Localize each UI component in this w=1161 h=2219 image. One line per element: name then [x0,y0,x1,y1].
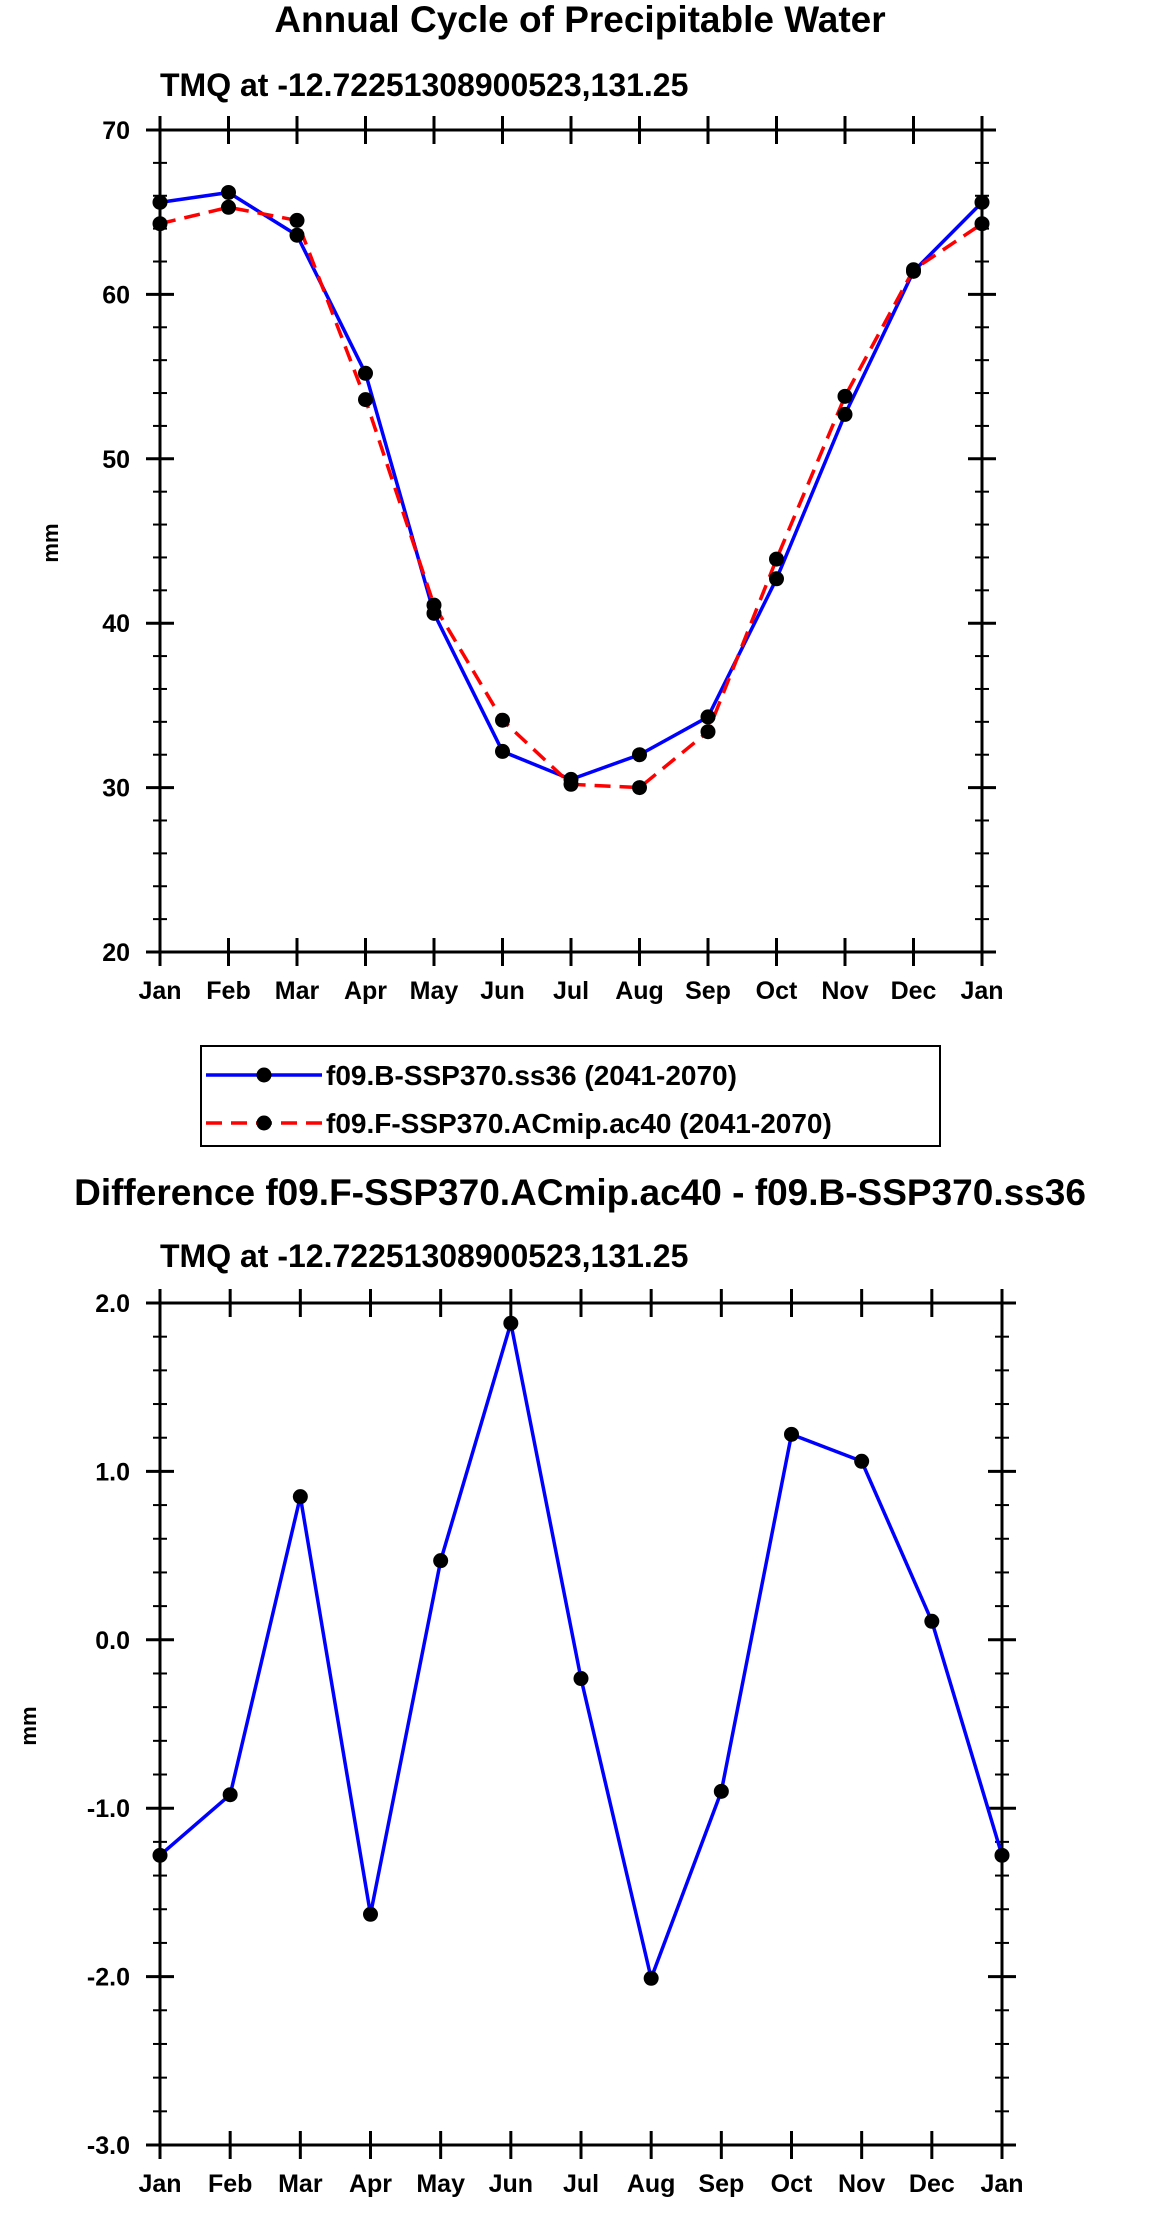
data-point-series-1 [495,743,510,759]
x-tick-label: Feb [208,2170,252,2198]
x-tick-label: Oct [771,2170,813,2198]
plot-frame [158,128,984,954]
chart-title: Annual Cycle of Precipitable Water [274,0,885,40]
y-axis-label: mm [38,523,63,562]
x-tick-label: Jun [489,2170,533,2198]
x-tick-label: Oct [756,977,798,1005]
data-point-series-1 [643,1970,659,1986]
y-tick-label: 30 [102,775,130,803]
y-tick-label: 0.0 [95,1627,130,1655]
x-tick-label: Jan [138,2170,181,2198]
chart-subtitle: TMQ at -12.72251308900523,131.25 [160,67,688,103]
x-tick-label: Aug [627,2170,676,2198]
x-tick-label: Feb [206,977,250,1005]
y-tick-label: 1.0 [95,1458,130,1486]
x-tick-label: Jan [960,977,1003,1005]
data-point-series-2 [769,551,784,567]
data-point-series-2 [221,199,236,215]
data-point-series-2 [289,212,305,228]
data-point-series-1 [713,1783,729,1799]
annual-cycle-chart: Annual Cycle of Precipitable Water TMQ a… [38,0,1004,1147]
x-tick-label: Jan [138,977,181,1005]
data-point-series-1 [292,1489,308,1505]
x-tick-label: Mar [275,977,320,1005]
difference-chart: Difference f09.F-SSP370.ACmip.ac40 - f09… [16,1172,1086,2198]
y-tick-label: 40 [102,610,130,638]
x-tick-label: Sep [698,2170,744,2198]
x-tick-label: Mar [278,2170,323,2198]
y-tick-label: 60 [102,281,130,309]
chart-title: Difference f09.F-SSP370.ACmip.ac40 - f09… [74,1172,1086,1213]
data-point-series-2 [974,216,990,232]
y-tick-label: -2.0 [87,1964,130,1992]
x-tick-label: Apr [344,977,387,1005]
legend-label-series-2: f09.F-SSP370.ACmip.ac40 (2041-2070) [326,1108,832,1139]
data-point-series-1 [503,1315,519,1331]
legend: f09.B-SSP370.ss36 (2041-2070) f09.F-SSP3… [200,1045,941,1147]
x-tick-label: Aug [615,977,664,1005]
data-point-series-2 [906,262,921,278]
y-tick-label: -3.0 [87,2132,130,2160]
data-point-series-1 [222,1787,238,1803]
data-point-series-2 [152,216,168,232]
data-point-series-1 [363,1906,378,1922]
legend-label-series-1: f09.B-SSP370.ss36 (2041-2070) [326,1060,737,1091]
data-point-series-1 [769,571,784,587]
data-point-series-2 [358,392,373,408]
x-tick-label: Jun [480,977,524,1005]
y-axis-label: mm [16,1706,41,1745]
data-point-series-1 [632,747,647,763]
data-point-series-1 [289,227,305,243]
x-tick-label: Dec [891,977,937,1005]
x-tick-label: Nov [838,2170,885,2198]
plot-frame [158,1301,1004,2147]
data-point-series-2 [700,724,716,740]
data-point-series-2 [632,780,647,796]
y-tick-label: -1.0 [87,1795,130,1823]
data-point-series-1 [837,406,853,422]
data-point-series-1 [358,365,373,381]
data-point-series-1 [221,184,236,200]
plot-area: 20 30 40 50 60 70 Jan Feb Mar Apr May Jun Jul Aug Sep O… [102,116,1004,1005]
x-tick-label: Jul [553,977,589,1005]
x-tick-label: Apr [349,2170,392,2198]
data-point-series-1 [152,1847,168,1863]
y-tick-label: 50 [102,446,130,474]
legend-marker-series-1 [256,1067,272,1083]
x-tick-label: May [410,977,459,1005]
data-point-series-1 [974,194,990,210]
legend-marker-series-2 [256,1115,272,1131]
legend-box [200,1045,941,1147]
data-point-series-2 [426,597,442,613]
data-point-series-1 [700,709,716,725]
data-point-series-2 [495,712,510,728]
data-point-series-2 [563,776,579,792]
data-point-series-1 [433,1553,449,1569]
plot-area: -3.0 -2.0 -1.0 0.0 1.0 2.0 Jan Feb Mar Apr May Jun J… [87,1289,1024,2198]
x-tick-label: Jan [980,2170,1023,2198]
data-point-series-1 [573,1671,589,1687]
data-point-series-1 [924,1613,940,1629]
data-point-series-1 [994,1847,1010,1863]
chart-subtitle: TMQ at -12.72251308900523,131.25 [160,1238,688,1274]
x-tick-label: May [416,2170,465,2198]
y-tick-label: 2.0 [95,1290,130,1318]
y-tick-label: 70 [102,117,130,145]
x-tick-label: Nov [821,977,868,1005]
data-point-series-1 [854,1453,870,1469]
data-point-series-2 [837,388,853,404]
data-point-series-1 [784,1426,799,1442]
series-line-1 [159,190,984,782]
x-tick-label: Dec [909,2170,955,2198]
x-tick-label: Sep [685,977,731,1005]
series-line-2 [159,205,983,790]
x-tick-label: Jul [563,2170,599,2198]
data-point-series-1 [152,194,168,210]
y-tick-label: 20 [102,939,130,967]
series-line-1 [158,1321,1004,1981]
